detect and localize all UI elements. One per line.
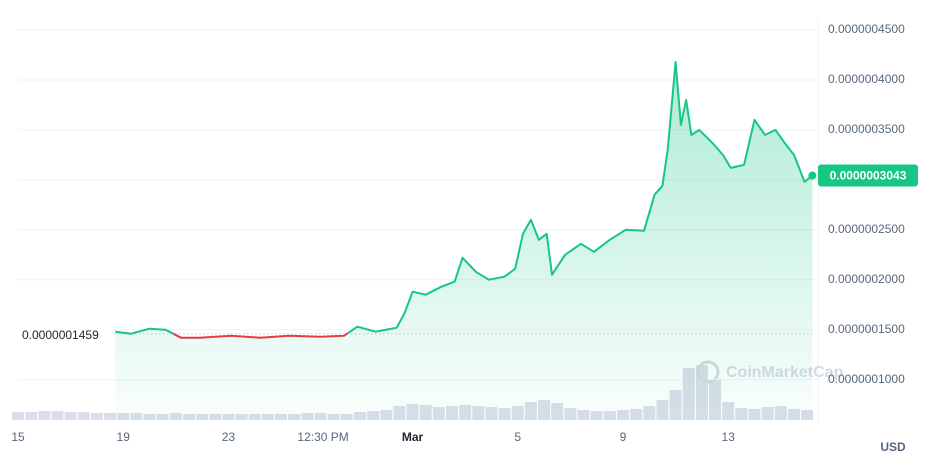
y-tick-label: 0.0000002500	[828, 222, 905, 236]
y-tick-label: 0.0000002000	[828, 272, 905, 286]
price-area	[115, 62, 813, 420]
x-tick-label: Mar	[402, 430, 424, 444]
x-tick-label: 9	[620, 430, 627, 444]
x-tick-label: 12:30 PM	[297, 430, 348, 444]
currency-label: USD	[880, 440, 906, 454]
y-tick-label: 0.0000004000	[828, 72, 905, 86]
y-tick-label: 0.0000001500	[828, 322, 905, 336]
baseline-label-bg	[18, 324, 114, 343]
baseline-label: 0.0000001459	[22, 328, 99, 342]
y-tick-label: 0.0000004500	[828, 22, 905, 36]
last-point	[808, 171, 817, 180]
price-tag	[818, 164, 918, 187]
price-line	[115, 61, 814, 339]
x-tick-label: 13	[722, 430, 736, 444]
volume-bar	[90, 413, 103, 420]
y-tick-label: 0.0000003500	[828, 122, 905, 136]
y-tick-label: 0.0000001000	[828, 372, 905, 386]
volume-bar	[104, 413, 117, 420]
x-tick-label: 5	[514, 430, 521, 444]
volume-bar	[77, 412, 90, 420]
price-tag-label: 0.0000003043	[830, 169, 907, 183]
x-tick-label: 23	[222, 430, 236, 444]
volume-bar	[12, 412, 24, 420]
volume-bar	[51, 411, 64, 420]
volume-bar	[38, 411, 51, 420]
volume-bar	[64, 412, 77, 420]
x-tick-label: 15	[11, 430, 25, 444]
x-tick-label: 19	[117, 430, 131, 444]
volume-bar	[25, 412, 38, 420]
